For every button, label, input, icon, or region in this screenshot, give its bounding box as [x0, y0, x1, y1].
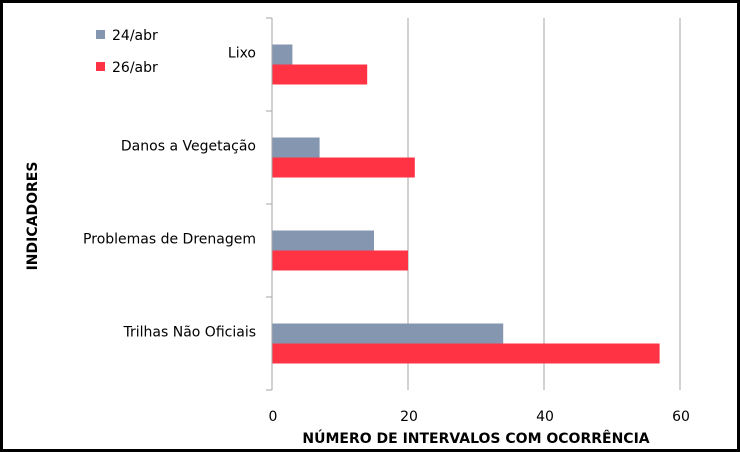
x-tick-label-0: 0 — [269, 409, 278, 425]
category-label-1: Danos a Vegetação — [121, 139, 256, 155]
x-tick-labels: 0 20 40 60 — [269, 409, 690, 425]
legend-label-1: 26/abr — [112, 60, 158, 76]
category-label-2: Problemas de Drenagem — [83, 232, 256, 248]
x-tick-label-60: 60 — [672, 409, 690, 425]
bar-24/abr-3 — [272, 323, 504, 344]
legend: 24/abr 26/abr — [96, 28, 158, 76]
axes — [266, 17, 273, 391]
y-axis-title: INDICADORES — [25, 162, 41, 271]
bar-26/abr-0 — [272, 64, 368, 85]
bar-24/abr-2 — [272, 230, 374, 251]
legend-swatch-0 — [96, 30, 105, 39]
bar-24/abr-0 — [272, 44, 293, 65]
x-tick-label-40: 40 — [536, 409, 554, 425]
bar-24/abr-1 — [272, 137, 320, 158]
bars — [272, 44, 660, 364]
legend-swatch-1 — [96, 62, 105, 71]
legend-label-0: 24/abr — [112, 28, 158, 44]
x-tick-label-20: 20 — [400, 409, 418, 425]
bar-26/abr-3 — [272, 343, 660, 364]
category-label-0: Lixo — [228, 46, 256, 62]
bar-26/abr-2 — [272, 250, 408, 271]
bar-26/abr-1 — [272, 157, 415, 178]
x-axis-title: NÚMERO DE INTERVALOS COM OCORRÊNCIA — [302, 429, 649, 447]
category-label-3: Trilhas Não Oficiais — [123, 325, 256, 341]
category-labels: Lixo Danos a Vegetação Problemas de Drenag… — [83, 46, 256, 341]
